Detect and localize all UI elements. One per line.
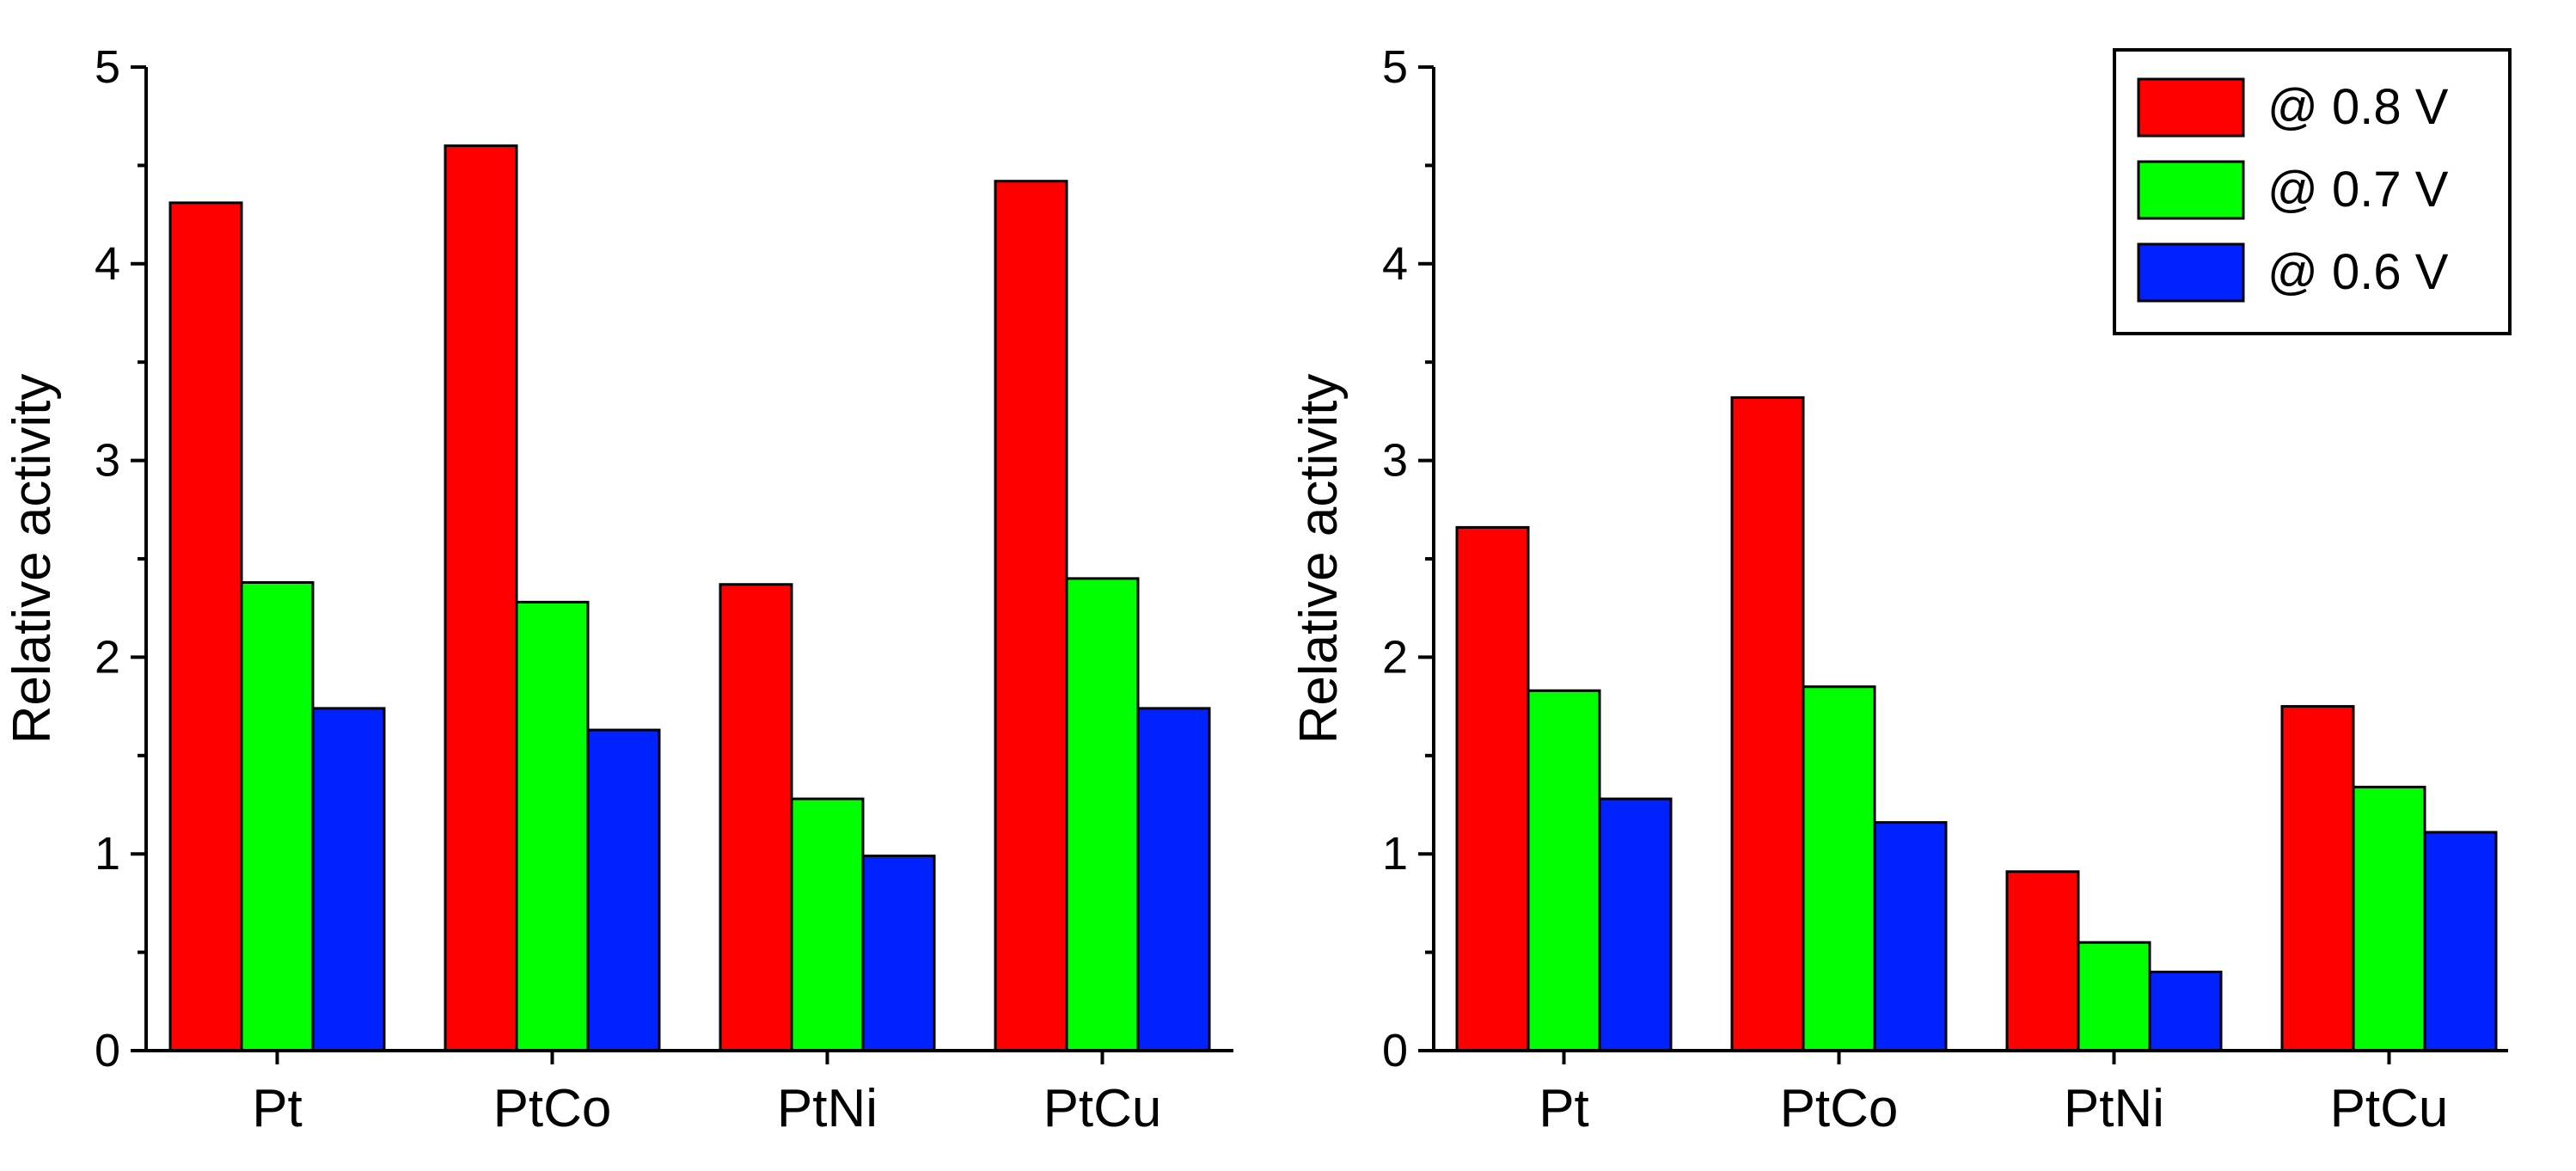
y-tick-label: 5	[95, 41, 120, 93]
y-tick-label: 2	[1382, 631, 1408, 683]
bar-ptni-series-3	[861, 854, 936, 1052]
legend-swatch-2	[2137, 160, 2245, 220]
x-tick-label-pt: Pt	[1539, 1079, 1589, 1138]
legend-label-1: @ 0.8 V	[2267, 79, 2449, 135]
bar-ptni-series-2	[2077, 941, 2151, 1052]
y-tick-label: 4	[95, 238, 120, 290]
legend-swatch-3	[2137, 242, 2245, 303]
bar-ptco-series-2	[515, 600, 590, 1052]
x-tick-label-ptco: PtCo	[493, 1079, 612, 1138]
y-tick-label: 0	[1382, 1025, 1408, 1076]
bar-ptcu-series-2	[2352, 785, 2426, 1052]
x-tick-label-pt: Pt	[252, 1079, 303, 1138]
y-tick-label: 4	[1382, 238, 1408, 290]
x-tick-label-ptco: PtCo	[1780, 1079, 1899, 1138]
bar-ptco-series-1	[1730, 395, 1805, 1052]
legend-swatch-1	[2137, 77, 2245, 138]
y-tick-label: 5	[1382, 41, 1408, 93]
bar-ptco-series-1	[444, 144, 518, 1052]
bar-ptcu-series-3	[2423, 831, 2498, 1052]
bar-pt-series-3	[1598, 797, 1673, 1052]
bar-ptni-series-3	[2148, 970, 2223, 1052]
bar-ptni-series-1	[2005, 870, 2080, 1052]
y-tick-label: 3	[1382, 435, 1408, 487]
legend-label-2: @ 0.7 V	[2267, 162, 2449, 218]
bar-pt-series-3	[311, 707, 386, 1052]
bar-ptco-series-3	[1873, 821, 1948, 1052]
bar-pt-series-1	[1455, 525, 1530, 1052]
bar-ptco-series-3	[586, 728, 661, 1052]
bar-ptcu-series-2	[1065, 577, 1140, 1052]
bar-ptcu-series-3	[1136, 707, 1211, 1052]
bar-ptni-series-2	[790, 797, 865, 1052]
bar-ptni-series-1	[719, 583, 793, 1052]
y-tick-label: 3	[95, 435, 120, 487]
bar-pt-series-2	[240, 580, 315, 1052]
x-tick-label-ptni: PtNi	[2064, 1079, 2164, 1138]
y-tick-label: 1	[1382, 828, 1408, 880]
legend: @ 0.8 V @ 0.7 V @ 0.6 V	[2113, 48, 2512, 335]
bar-ptco-series-2	[1802, 685, 1876, 1052]
x-tick-label-ptcu: PtCu	[2330, 1079, 2449, 1138]
y-tick-label: 2	[95, 631, 120, 683]
bar-pt-series-2	[1527, 689, 1601, 1052]
x-tick-label-ptcu: PtCu	[1043, 1079, 1162, 1138]
x-tick-label-ptni: PtNi	[777, 1079, 878, 1138]
chart-panel-1: 0 1 2 3 4 5 Pt PtCo PtNi PtCu Relative activity	[3, 41, 1233, 1138]
y-tick-label: 1	[95, 828, 120, 880]
y-axis-label: Relative activity	[3, 374, 62, 745]
y-tick-label: 0	[95, 1025, 120, 1076]
chart-panel-2: 0 1 2 3 4 5 Pt PtCo PtNi PtCu Relative activity @ 0…	[1289, 41, 2512, 1138]
bar-ptcu-series-1	[994, 180, 1068, 1052]
bar-ptcu-series-1	[2280, 705, 2355, 1052]
y-axis-label: Relative activity	[1289, 374, 1349, 745]
bar-pt-series-1	[168, 201, 243, 1052]
legend-label-3: @ 0.6 V	[2267, 244, 2449, 300]
